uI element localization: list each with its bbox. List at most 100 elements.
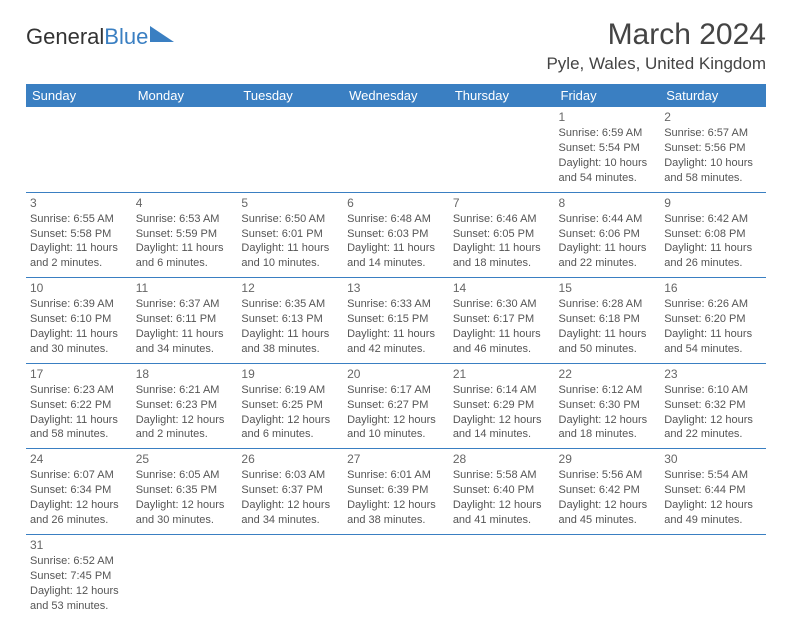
day-number: 10 [30,280,128,296]
calendar-day-cell: 7Sunrise: 6:46 AMSunset: 6:05 PMDaylight… [449,192,555,278]
calendar-day-cell [449,534,555,619]
day-header: Saturday [660,84,766,107]
month-title: March 2024 [546,18,766,52]
cell-sunrise: Sunrise: 6:39 AM [30,297,128,312]
calendar-day-cell: 2Sunrise: 6:57 AMSunset: 5:56 PMDaylight… [660,107,766,192]
cell-daylight2: and 14 minutes. [453,427,551,442]
cell-sunrise: Sunrise: 6:30 AM [453,297,551,312]
day-header-row: SundayMondayTuesdayWednesdayThursdayFrid… [26,84,766,107]
cell-daylight1: Daylight: 11 hours [664,241,762,256]
cell-sunrise: Sunrise: 6:17 AM [347,383,445,398]
cell-daylight2: and 26 minutes. [664,256,762,271]
cell-sunset: Sunset: 5:56 PM [664,141,762,156]
day-number: 22 [559,366,657,382]
calendar-table: SundayMondayTuesdayWednesdayThursdayFrid… [26,84,766,619]
cell-daylight1: Daylight: 12 hours [241,413,339,428]
cell-sunrise: Sunrise: 6:14 AM [453,383,551,398]
cell-sunset: Sunset: 6:25 PM [241,398,339,413]
cell-sunset: Sunset: 6:15 PM [347,312,445,327]
day-header: Wednesday [343,84,449,107]
cell-daylight2: and 53 minutes. [30,599,128,614]
cell-daylight1: Daylight: 12 hours [559,498,657,513]
calendar-day-cell [237,534,343,619]
calendar-day-cell: 26Sunrise: 6:03 AMSunset: 6:37 PMDayligh… [237,449,343,535]
cell-sunrise: Sunrise: 6:50 AM [241,212,339,227]
cell-daylight2: and 10 minutes. [241,256,339,271]
calendar-day-cell: 15Sunrise: 6:28 AMSunset: 6:18 PMDayligh… [555,278,661,364]
brand-name-1: General [26,24,104,49]
cell-daylight2: and 58 minutes. [664,171,762,186]
cell-daylight2: and 10 minutes. [347,427,445,442]
cell-daylight2: and 18 minutes. [559,427,657,442]
cell-sunrise: Sunrise: 6:28 AM [559,297,657,312]
cell-sunset: Sunset: 6:39 PM [347,483,445,498]
cell-sunrise: Sunrise: 6:07 AM [30,468,128,483]
cell-daylight1: Daylight: 12 hours [664,498,762,513]
cell-sunrise: Sunrise: 6:42 AM [664,212,762,227]
cell-daylight2: and 38 minutes. [241,342,339,357]
cell-daylight1: Daylight: 12 hours [136,413,234,428]
cell-sunset: Sunset: 6:06 PM [559,227,657,242]
cell-daylight2: and 54 minutes. [559,171,657,186]
cell-daylight2: and 41 minutes. [453,513,551,528]
calendar-day-cell [237,107,343,192]
calendar-day-cell [343,107,449,192]
cell-sunrise: Sunrise: 6:35 AM [241,297,339,312]
cell-sunrise: Sunrise: 6:33 AM [347,297,445,312]
cell-sunrise: Sunrise: 6:57 AM [664,126,762,141]
cell-daylight1: Daylight: 11 hours [559,327,657,342]
cell-sunrise: Sunrise: 6:26 AM [664,297,762,312]
calendar-day-cell: 1Sunrise: 6:59 AMSunset: 5:54 PMDaylight… [555,107,661,192]
cell-sunset: Sunset: 6:44 PM [664,483,762,498]
calendar-day-cell: 8Sunrise: 6:44 AMSunset: 6:06 PMDaylight… [555,192,661,278]
day-number: 26 [241,451,339,467]
cell-daylight1: Daylight: 12 hours [453,498,551,513]
day-number: 29 [559,451,657,467]
calendar-day-cell: 23Sunrise: 6:10 AMSunset: 6:32 PMDayligh… [660,363,766,449]
cell-sunset: Sunset: 6:27 PM [347,398,445,413]
cell-daylight1: Daylight: 12 hours [347,498,445,513]
cell-sunset: Sunset: 6:37 PM [241,483,339,498]
cell-sunset: Sunset: 5:59 PM [136,227,234,242]
cell-sunrise: Sunrise: 6:53 AM [136,212,234,227]
calendar-day-cell [26,107,132,192]
cell-sunrise: Sunrise: 6:12 AM [559,383,657,398]
day-number: 14 [453,280,551,296]
cell-sunrise: Sunrise: 6:05 AM [136,468,234,483]
calendar-day-cell: 4Sunrise: 6:53 AMSunset: 5:59 PMDaylight… [132,192,238,278]
cell-daylight1: Daylight: 11 hours [136,241,234,256]
day-number: 3 [30,195,128,211]
day-header: Monday [132,84,238,107]
cell-sunset: Sunset: 6:35 PM [136,483,234,498]
cell-daylight1: Daylight: 11 hours [241,327,339,342]
day-number: 13 [347,280,445,296]
day-number: 16 [664,280,762,296]
cell-daylight2: and 38 minutes. [347,513,445,528]
cell-sunrise: Sunrise: 6:21 AM [136,383,234,398]
day-number: 28 [453,451,551,467]
cell-daylight2: and 22 minutes. [559,256,657,271]
calendar-day-cell [132,107,238,192]
cell-sunset: Sunset: 6:23 PM [136,398,234,413]
cell-daylight2: and 26 minutes. [30,513,128,528]
calendar-week-row: 31Sunrise: 6:52 AMSunset: 7:45 PMDayligh… [26,534,766,619]
cell-daylight2: and 42 minutes. [347,342,445,357]
cell-sunset: Sunset: 6:10 PM [30,312,128,327]
cell-daylight1: Daylight: 11 hours [347,241,445,256]
brand-name: GeneralBlue [26,24,148,50]
day-number: 6 [347,195,445,211]
cell-sunrise: Sunrise: 6:01 AM [347,468,445,483]
day-number: 30 [664,451,762,467]
cell-daylight1: Daylight: 12 hours [30,498,128,513]
cell-daylight1: Daylight: 12 hours [453,413,551,428]
cell-sunset: Sunset: 6:03 PM [347,227,445,242]
cell-sunset: Sunset: 5:54 PM [559,141,657,156]
cell-daylight1: Daylight: 11 hours [453,241,551,256]
calendar-day-cell [449,107,555,192]
calendar-day-cell: 27Sunrise: 6:01 AMSunset: 6:39 PMDayligh… [343,449,449,535]
cell-sunrise: Sunrise: 6:44 AM [559,212,657,227]
cell-sunrise: Sunrise: 6:19 AM [241,383,339,398]
day-number: 8 [559,195,657,211]
cell-daylight2: and 34 minutes. [241,513,339,528]
cell-daylight2: and 46 minutes. [453,342,551,357]
